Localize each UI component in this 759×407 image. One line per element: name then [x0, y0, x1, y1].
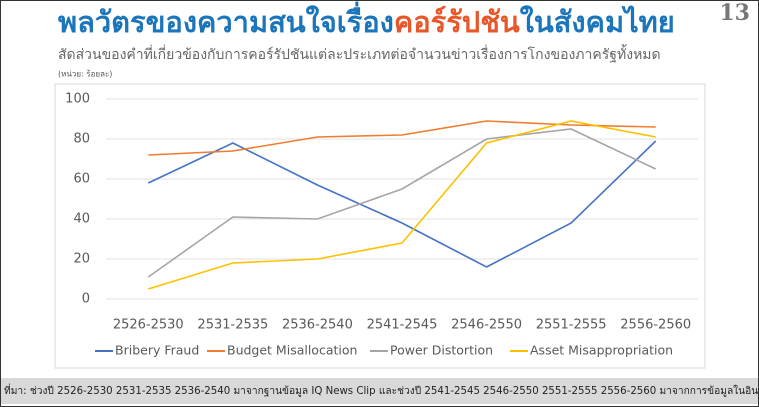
x-tick-label: 2556-2560: [620, 318, 691, 333]
y-tick-label: 0: [82, 292, 90, 307]
legend-label: Asset Misappropriation: [530, 343, 673, 358]
source-note: ที่มา: ช่วงปี 2526-2530 2531-2535 2536-2…: [4, 383, 759, 397]
title: พลวัตรของความสนใจเรื่องคอร์รัปชันในสังคม…: [58, 1, 675, 39]
x-tick-label: 2546-2550: [451, 318, 522, 333]
title-part: พลวัตรของความสนใจเรื่อง: [58, 1, 394, 39]
y-tick-label: 80: [73, 132, 90, 147]
data-line: [148, 120, 656, 290]
page-number: 13: [719, 0, 750, 26]
title-highlight: คอร์รัปชัน: [394, 5, 520, 39]
x-tick-label: 2541-2545: [367, 318, 438, 333]
legend-label: Budget Misallocation: [227, 343, 357, 358]
unit-note: (หน่วย: ร้อยละ): [58, 70, 112, 79]
data-line: [148, 120, 656, 156]
x-tick-label: 2526-2530: [113, 318, 184, 333]
legend-label: Power Distortion: [390, 343, 493, 358]
subtitle: สัดส่วนของคำที่เกี่ยวข้องกับการคอร์รัปชั…: [58, 44, 661, 63]
y-tick-label: 100: [65, 92, 90, 107]
x-tick-label: 2551-2555: [536, 318, 607, 333]
x-tick-label: 2531-2535: [197, 318, 268, 333]
legend-label: Bribery Fraud: [115, 343, 199, 358]
data-line: [147, 128, 657, 278]
data-line: [147, 140, 657, 268]
y-tick-label: 60: [73, 172, 90, 187]
y-tick-label: 20: [73, 252, 90, 267]
source-bar: [1, 378, 758, 404]
y-tick-label: 40: [73, 212, 90, 227]
chart-frame: [54, 83, 706, 369]
x-tick-label: 2536-2540: [282, 318, 353, 333]
title-part: ในสังคมไทย: [520, 5, 675, 39]
